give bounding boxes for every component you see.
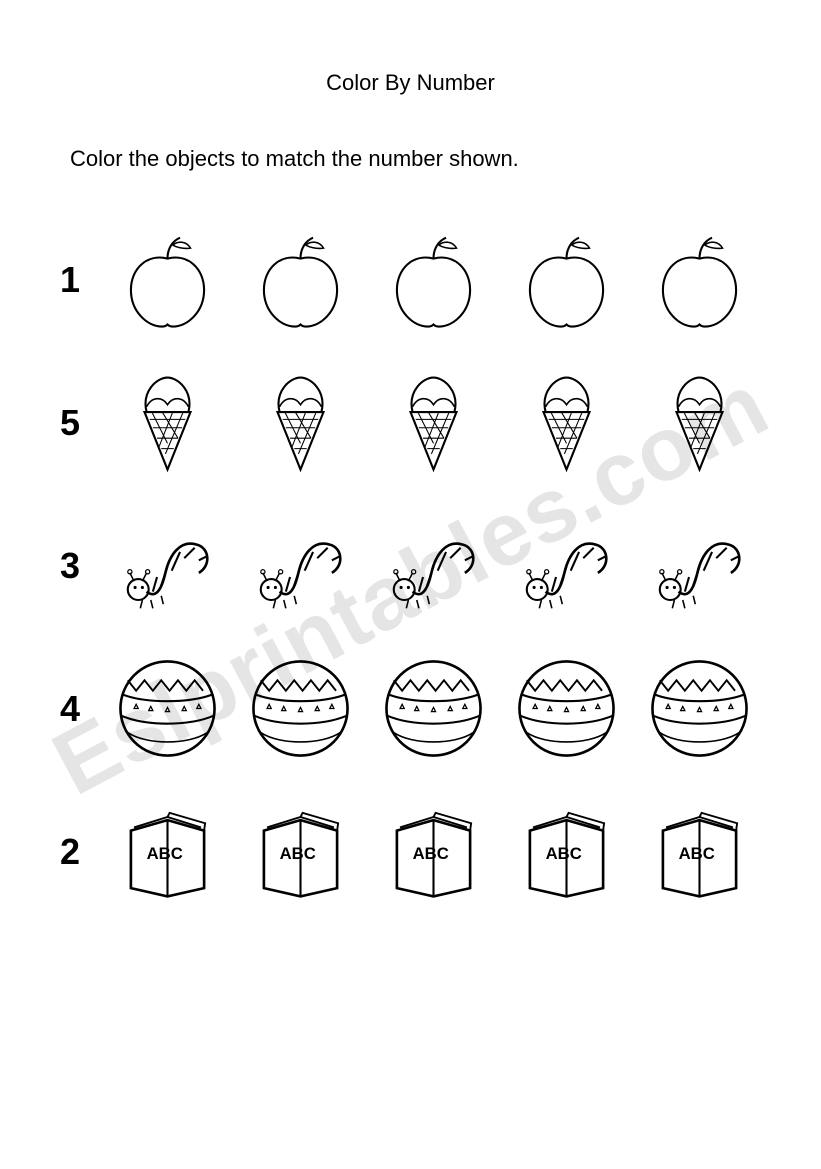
worksheet-row: 5 [60, 365, 761, 480]
ball-icon [642, 651, 757, 766]
book-icon [376, 794, 491, 909]
icecream-icon [642, 365, 757, 480]
row-number: 2 [60, 831, 110, 873]
worm-icon [110, 508, 225, 623]
row-items [110, 794, 757, 909]
icecream-icon [243, 365, 358, 480]
row-items [110, 365, 757, 480]
book-icon [642, 794, 757, 909]
apple-icon [509, 222, 624, 337]
row-number: 1 [60, 259, 110, 301]
worm-icon [243, 508, 358, 623]
ball-icon [110, 651, 225, 766]
worm-icon [642, 508, 757, 623]
instruction-text: Color the objects to match the number sh… [60, 146, 761, 172]
row-items [110, 508, 757, 623]
book-icon [509, 794, 624, 909]
apple-icon [376, 222, 491, 337]
ball-icon [243, 651, 358, 766]
worksheet-row: 2 [60, 794, 761, 909]
ball-icon [376, 651, 491, 766]
row-number: 3 [60, 545, 110, 587]
icecream-icon [509, 365, 624, 480]
ball-icon [509, 651, 624, 766]
row-items [110, 651, 757, 766]
worksheet-page: Color By Number Color the objects to mat… [0, 0, 821, 997]
apple-icon [642, 222, 757, 337]
row-number: 4 [60, 688, 110, 730]
worksheet-row: 3 [60, 508, 761, 623]
worksheet-row: 4 [60, 651, 761, 766]
icecream-icon [376, 365, 491, 480]
book-icon [110, 794, 225, 909]
worm-icon [509, 508, 624, 623]
worm-icon [376, 508, 491, 623]
book-icon [243, 794, 358, 909]
apple-icon [243, 222, 358, 337]
worksheet-row: 1 [60, 222, 761, 337]
icecream-icon [110, 365, 225, 480]
rows-container: 1 5 3 4 2 [60, 222, 761, 909]
apple-icon [110, 222, 225, 337]
row-items [110, 222, 757, 337]
page-title: Color By Number [60, 70, 761, 96]
row-number: 5 [60, 402, 110, 444]
